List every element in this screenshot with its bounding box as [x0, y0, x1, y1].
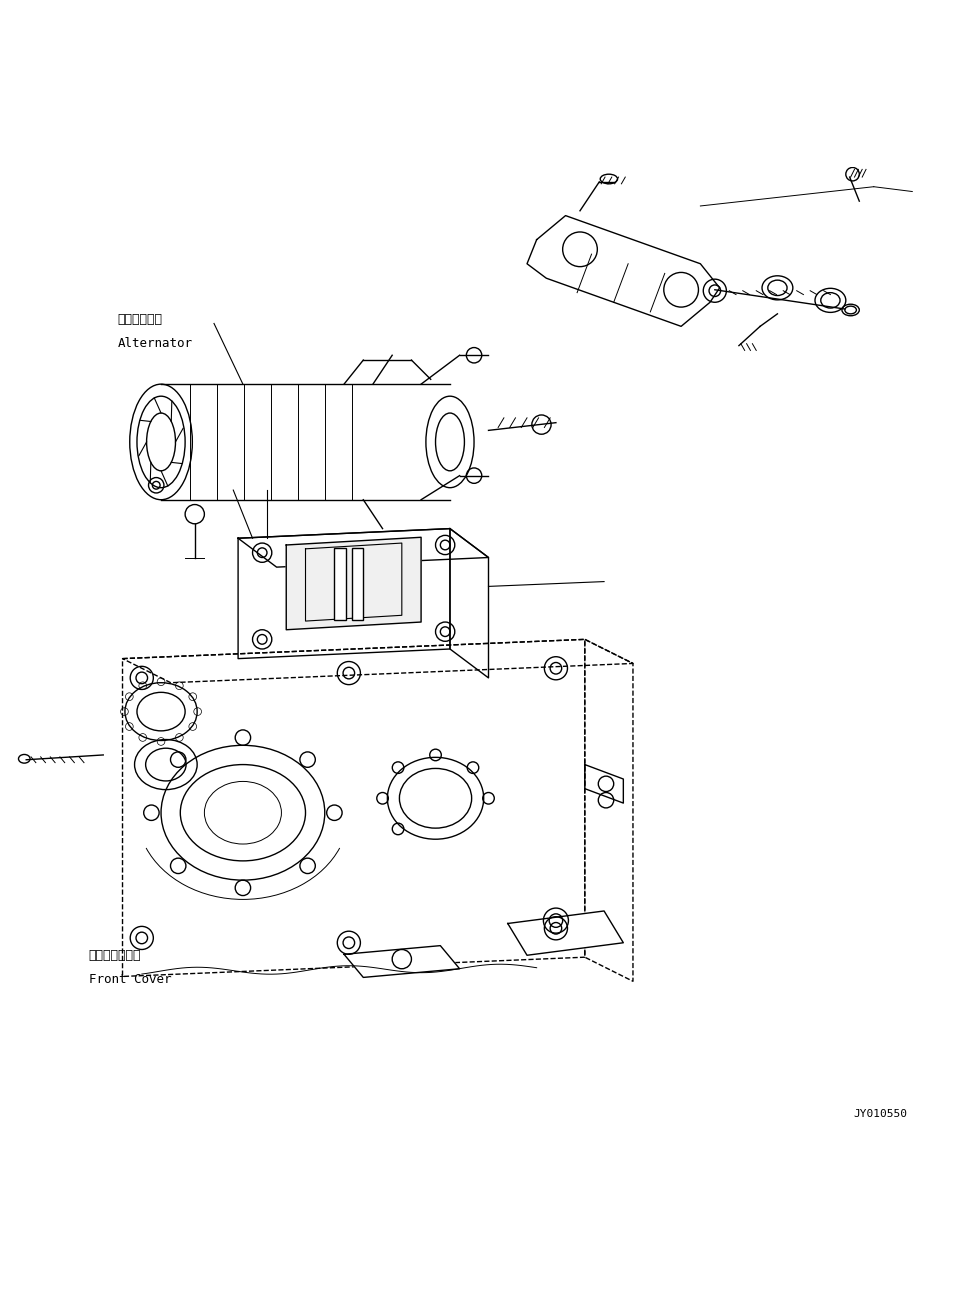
Text: Alternator: Alternator — [117, 337, 192, 350]
Text: JY010550: JY010550 — [854, 1108, 908, 1119]
Polygon shape — [508, 911, 623, 955]
Polygon shape — [122, 640, 633, 683]
FancyBboxPatch shape — [334, 548, 346, 620]
Polygon shape — [344, 946, 459, 977]
Polygon shape — [585, 640, 633, 981]
Text: Front Cover: Front Cover — [89, 974, 171, 986]
FancyBboxPatch shape — [352, 548, 363, 620]
Text: フロントカバー: フロントカバー — [89, 949, 142, 962]
Polygon shape — [122, 640, 585, 976]
Polygon shape — [238, 528, 450, 658]
Polygon shape — [286, 537, 421, 630]
Polygon shape — [238, 528, 488, 567]
Text: オルタネータ: オルタネータ — [117, 313, 163, 326]
Polygon shape — [450, 528, 488, 678]
